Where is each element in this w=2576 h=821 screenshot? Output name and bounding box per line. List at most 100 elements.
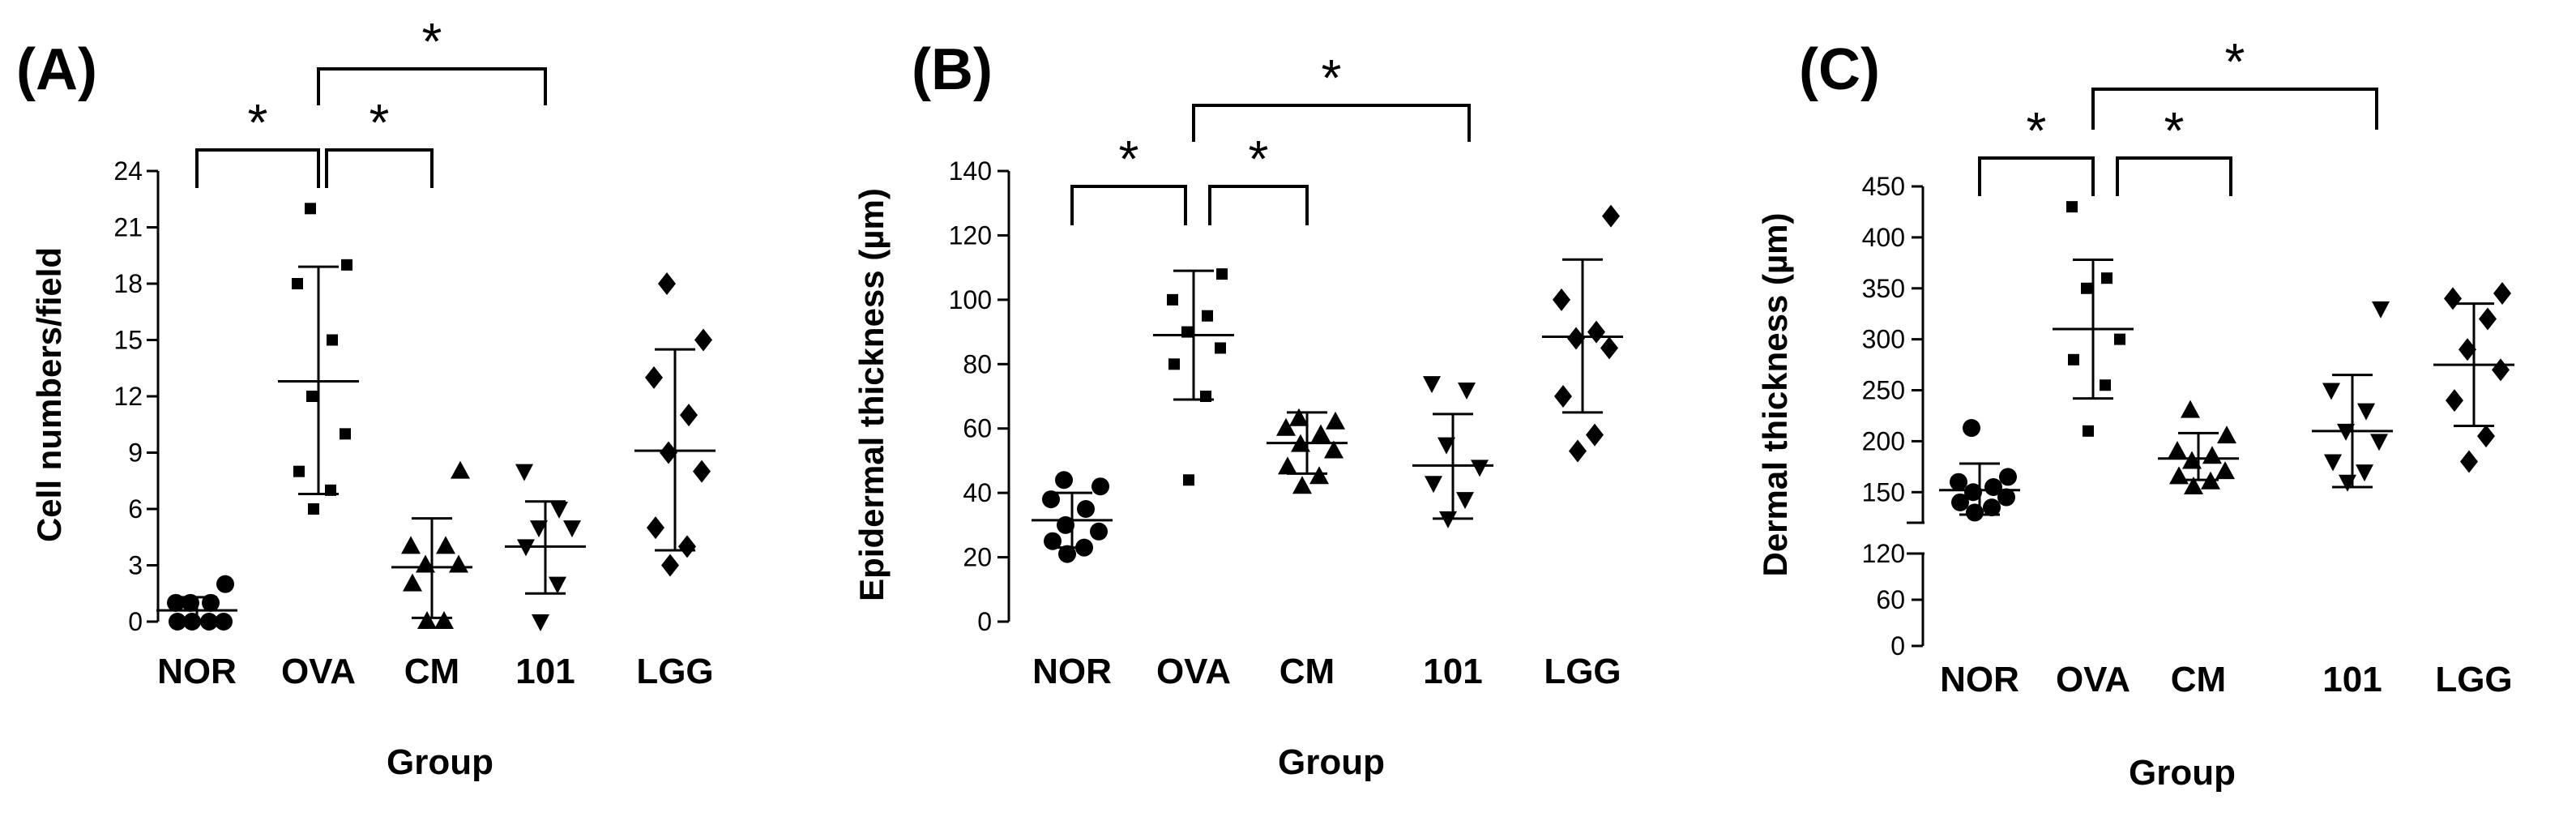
significance-bracket	[325, 148, 434, 188]
data-point	[2101, 272, 2112, 284]
y-tick-label: 250	[1862, 376, 1905, 405]
data-point	[694, 328, 712, 352]
y-tick-label: 18	[113, 269, 143, 298]
significance-bracket	[317, 67, 547, 105]
y-tick-label: 200	[1862, 426, 1905, 455]
panel-letter: (C)	[1799, 37, 1880, 102]
data-point	[660, 441, 677, 464]
y-tick-label: 21	[113, 213, 143, 242]
category-label: 101	[1423, 652, 1482, 691]
data-point	[327, 334, 338, 346]
data-point	[436, 536, 455, 554]
category-label: 101	[2322, 660, 2382, 699]
data-point	[515, 464, 533, 481]
data-point	[1602, 204, 1620, 228]
data-point	[1569, 439, 1587, 463]
data-point	[1215, 342, 1226, 354]
data-point	[2114, 333, 2125, 345]
y-tick-label: 300	[1862, 325, 1905, 354]
y-tick-label: 150	[1862, 477, 1905, 507]
significance-star: *	[1249, 130, 1269, 188]
y-tick-label: 80	[963, 349, 992, 378]
data-point	[417, 611, 437, 629]
category-label: CM	[2171, 660, 2226, 699]
y-tick-label: 0	[128, 607, 143, 636]
significance-star: *	[2225, 32, 2245, 91]
significance-bracket	[2116, 156, 2232, 196]
data-point	[563, 520, 581, 538]
data-point	[2372, 301, 2390, 319]
data-point	[530, 520, 548, 538]
data-point	[1292, 476, 1312, 494]
data-point	[1600, 336, 1618, 360]
data-point	[451, 460, 470, 479]
data-point	[661, 554, 679, 577]
data-point	[532, 614, 549, 631]
significance-star: *	[2027, 101, 2047, 160]
data-point	[2444, 287, 2462, 310]
significance-bracket	[1070, 185, 1187, 225]
data-point	[1077, 500, 1095, 518]
data-point	[647, 516, 664, 540]
data-point	[1423, 376, 1441, 394]
data-point	[1951, 493, 1969, 511]
y-tick-label: 350	[1862, 274, 1905, 303]
data-point	[2202, 446, 2222, 464]
data-point	[341, 259, 352, 271]
y-tick-label: 3	[128, 551, 143, 580]
significance-star: *	[1322, 49, 1342, 107]
data-point	[2168, 440, 2187, 459]
significance-bracket	[1978, 156, 2095, 196]
data-point	[645, 366, 663, 389]
data-point	[2081, 282, 2092, 294]
category-label: NOR	[157, 652, 237, 691]
category-label: CM	[404, 652, 459, 691]
data-point	[2356, 464, 2373, 482]
y-axis-title: Cell numbers/field	[30, 247, 68, 542]
data-point	[1964, 483, 1982, 502]
x-axis-title: Group	[2129, 753, 2236, 793]
data-point	[2217, 425, 2236, 444]
data-point	[1183, 474, 1194, 486]
data-point	[292, 278, 303, 289]
data-point	[2068, 353, 2079, 366]
category-label: OVA	[1156, 652, 1231, 691]
x-axis-title: Group	[387, 742, 493, 782]
data-point	[2479, 307, 2497, 331]
data-point	[293, 465, 305, 477]
category-label: NOR	[1940, 660, 2019, 699]
data-point	[1216, 268, 1228, 280]
data-point	[549, 576, 566, 594]
x-axis-title: Group	[1278, 742, 1385, 782]
data-point	[1458, 383, 1476, 400]
data-point	[2215, 461, 2235, 480]
y-tick-label: 100	[949, 285, 992, 314]
data-point	[1586, 423, 1604, 447]
significance-star: *	[2164, 101, 2185, 160]
data-point	[1091, 477, 1109, 496]
y-tick-label: 6	[128, 494, 143, 524]
data-point	[1042, 490, 1060, 509]
category-label: LGG	[2435, 660, 2512, 699]
data-point	[1324, 440, 1344, 459]
data-point	[1471, 460, 1489, 477]
category-label: OVA	[2056, 660, 2130, 699]
data-point	[308, 503, 319, 515]
data-point	[1963, 419, 1980, 438]
data-point	[1983, 498, 2001, 517]
significance-bracket	[2091, 88, 2378, 130]
data-point	[434, 611, 454, 629]
data-point	[550, 502, 568, 519]
y-tick-label: 0	[977, 607, 992, 636]
category-label: NOR	[1032, 652, 1112, 691]
data-point	[1997, 488, 2015, 507]
data-point	[2460, 450, 2478, 473]
data-point	[215, 613, 233, 631]
significance-bracket	[195, 148, 320, 188]
data-point	[2324, 454, 2342, 472]
data-point	[1090, 522, 1108, 541]
data-point	[1587, 320, 1605, 344]
data-point	[1554, 385, 1572, 408]
y-tick-label: 20	[963, 543, 992, 572]
